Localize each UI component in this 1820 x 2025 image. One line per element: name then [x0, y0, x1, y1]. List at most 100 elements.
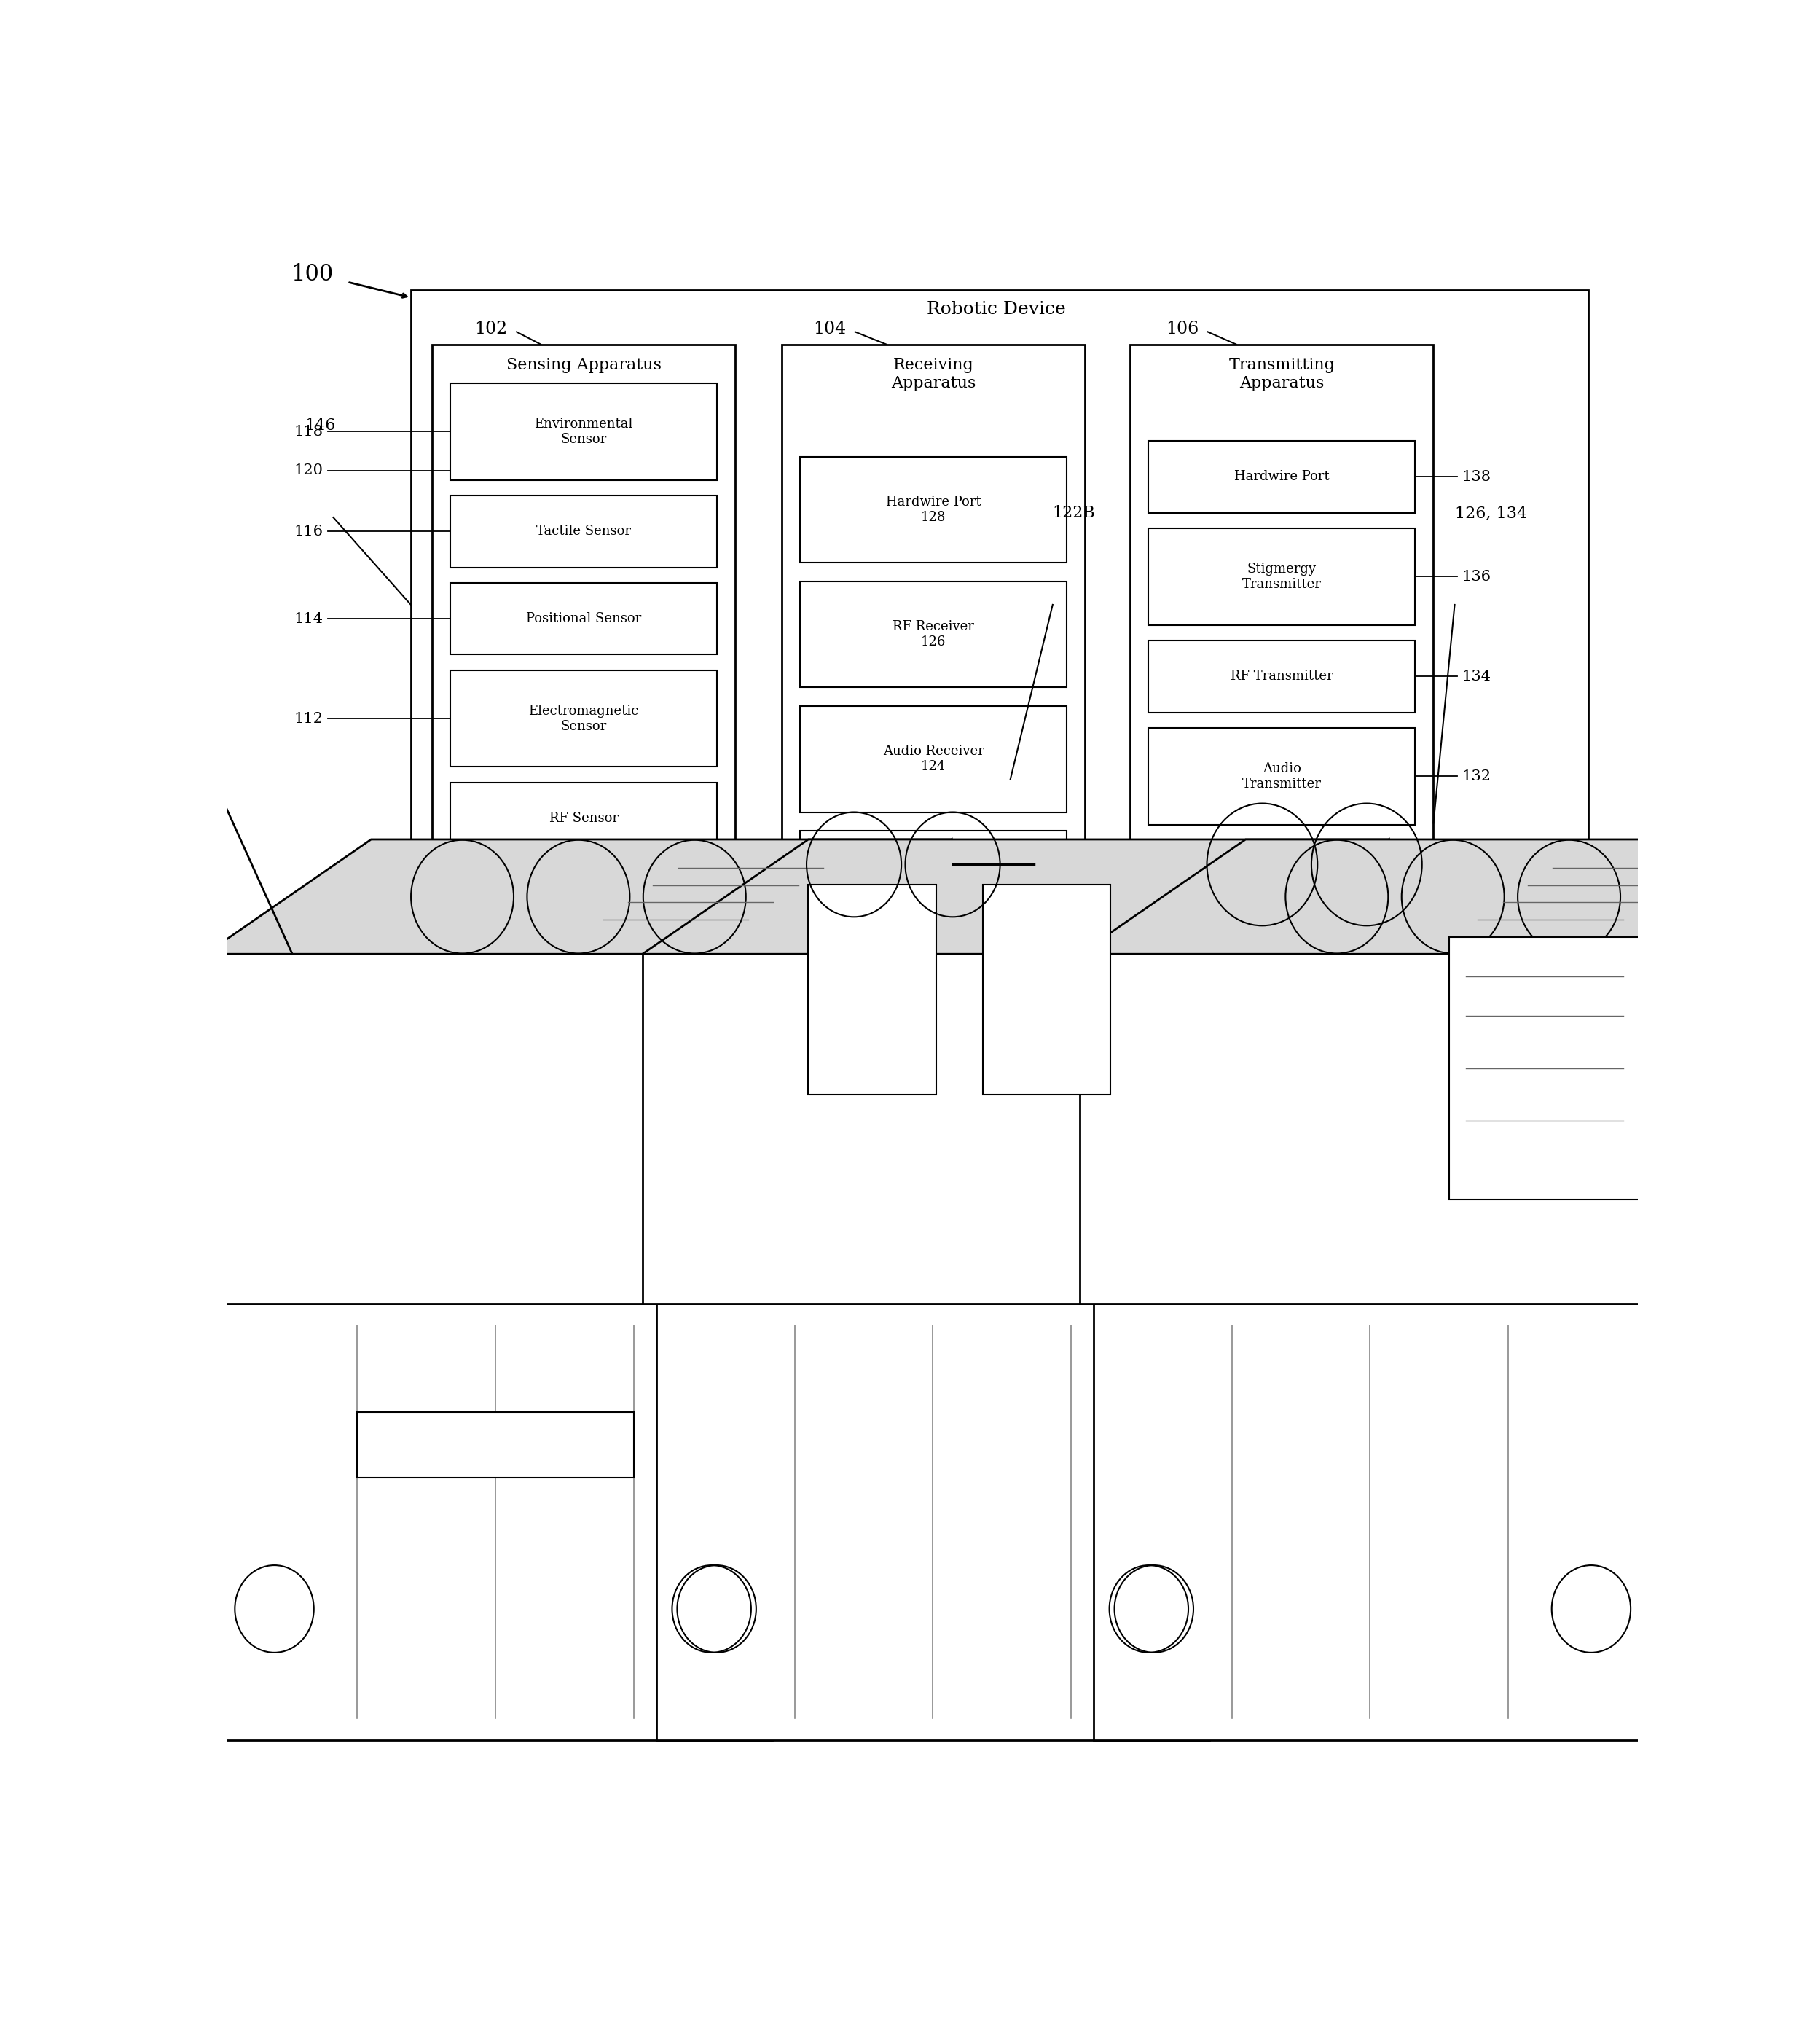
Text: 116: 116 [295, 524, 324, 539]
Bar [808, 885, 935, 1094]
Bar [450, 958, 717, 1029]
Polygon shape [786, 840, 952, 1304]
Text: RF Sensor: RF Sensor [550, 812, 619, 824]
Bar [801, 581, 1067, 686]
Bar [1094, 1304, 1647, 1739]
Text: 138: 138 [1461, 470, 1491, 484]
Bar [411, 290, 1589, 1077]
Bar [983, 885, 1110, 1094]
Bar [450, 496, 717, 567]
Text: 140: 140 [1081, 1237, 1112, 1253]
Bar [783, 1081, 1085, 1223]
Text: Transmitting
Apparatus: Transmitting Apparatus [1229, 356, 1336, 391]
Text: Receiving
Apparatus: Receiving Apparatus [892, 356, 976, 391]
Text: Sensing Apparatus: Sensing Apparatus [506, 356, 661, 373]
Text: 134: 134 [1461, 670, 1491, 682]
Bar [783, 344, 1085, 1053]
Text: Optical
Transmitter: Optical Transmitter [1243, 875, 1321, 903]
Text: Optical Receiver
122: Optical Receiver 122 [877, 869, 988, 897]
Bar [206, 954, 786, 1304]
Polygon shape [657, 1195, 1367, 1304]
Text: RF Transmitter: RF Transmitter [1230, 670, 1332, 682]
Bar [357, 1413, 633, 1478]
Bar [218, 1304, 772, 1739]
Text: 142: 142 [1420, 1061, 1452, 1077]
Text: 126, 134: 126, 134 [1454, 504, 1527, 520]
Text: 130: 130 [1243, 1010, 1274, 1027]
Bar [1148, 640, 1416, 713]
Text: 136: 136 [1461, 569, 1491, 583]
Bar [1148, 441, 1416, 512]
Text: Hardwire Port
128: Hardwire Port 128 [886, 496, 981, 524]
Bar [657, 1304, 1208, 1739]
Bar [1148, 727, 1416, 824]
Bar [450, 670, 717, 767]
Circle shape [131, 535, 178, 587]
Text: Processing
Apparatus: Processing Apparatus [892, 1138, 976, 1166]
Text: 100: 100 [280, 1280, 324, 1302]
Text: Audio
Transmitter: Audio Transmitter [1243, 761, 1321, 790]
Text: 104: 104 [814, 320, 846, 336]
Bar [1148, 840, 1416, 938]
Text: 128, 138: 128, 138 [1509, 1685, 1582, 1699]
Bar [1148, 529, 1416, 626]
Bar [431, 1106, 693, 1199]
Bar [801, 456, 1067, 563]
Bar [450, 383, 717, 480]
Text: 132: 132 [1461, 770, 1491, 784]
Text: Robotic Device: Robotic Device [926, 300, 1067, 318]
Bar [801, 830, 1067, 938]
Bar [431, 344, 735, 1053]
Polygon shape [642, 840, 1389, 954]
Text: Tactile Sensor: Tactile Sensor [537, 524, 632, 539]
Text: 144: 144 [437, 1053, 470, 1069]
Bar [1079, 954, 1660, 1304]
Bar [450, 782, 717, 855]
Text: 130: 130 [1461, 881, 1491, 895]
Text: 112: 112 [295, 711, 324, 725]
Text: 110: 110 [295, 899, 324, 913]
Text: 130: 130 [608, 1010, 639, 1027]
Polygon shape [1208, 1195, 1367, 1739]
Text: 114: 114 [295, 612, 324, 626]
Text: Locomotion
Apparatus: Locomotion Apparatus [1230, 1138, 1320, 1166]
Text: 102: 102 [475, 320, 508, 336]
Bar [450, 871, 717, 942]
Bar [1138, 1106, 1412, 1199]
Text: 136: 136 [648, 1685, 679, 1699]
Polygon shape [1223, 840, 1389, 1304]
Text: 130: 130 [1025, 1596, 1056, 1612]
Text: 132: 132 [280, 1663, 313, 1679]
Text: Audio Receiver
124: Audio Receiver 124 [883, 745, 985, 774]
Text: Environmental
Sensor: Environmental Sensor [535, 417, 633, 446]
Text: 122B: 122B [1052, 504, 1096, 520]
Text: Electromagnetic
Sensor: Electromagnetic Sensor [528, 705, 639, 733]
Text: 146: 146 [306, 417, 337, 433]
Bar [1449, 938, 1653, 1199]
Polygon shape [1079, 840, 1820, 954]
Text: Stigmergy
Transmitter: Stigmergy Transmitter [1243, 563, 1321, 591]
Text: 122A: 122A [1039, 1444, 1081, 1460]
Text: 118: 118 [775, 1719, 806, 1735]
Bar [1130, 344, 1434, 1053]
Text: 120: 120 [295, 464, 324, 478]
Text: 106: 106 [1165, 320, 1198, 336]
Text: 118: 118 [295, 425, 324, 439]
Text: Audio Sensor: Audio Sensor [539, 899, 628, 911]
Polygon shape [772, 1195, 930, 1739]
Polygon shape [218, 1195, 930, 1304]
Polygon shape [1094, 1195, 1804, 1304]
Text: 108: 108 [295, 986, 324, 1000]
Polygon shape [1660, 840, 1820, 1304]
Bar [450, 583, 717, 654]
Text: 100: 100 [291, 263, 333, 286]
Text: Positional Sensor: Positional Sensor [526, 612, 641, 626]
Polygon shape [206, 840, 952, 954]
Text: Hardwire Port: Hardwire Port [1234, 470, 1329, 484]
Text: RF Receiver
126: RF Receiver 126 [892, 620, 974, 648]
Text: Power Supply: Power Supply [510, 1144, 615, 1158]
Bar [642, 954, 1223, 1304]
Polygon shape [1647, 1195, 1804, 1739]
Bar [801, 707, 1067, 812]
Text: Optical Sensor: Optical Sensor [535, 986, 633, 1000]
